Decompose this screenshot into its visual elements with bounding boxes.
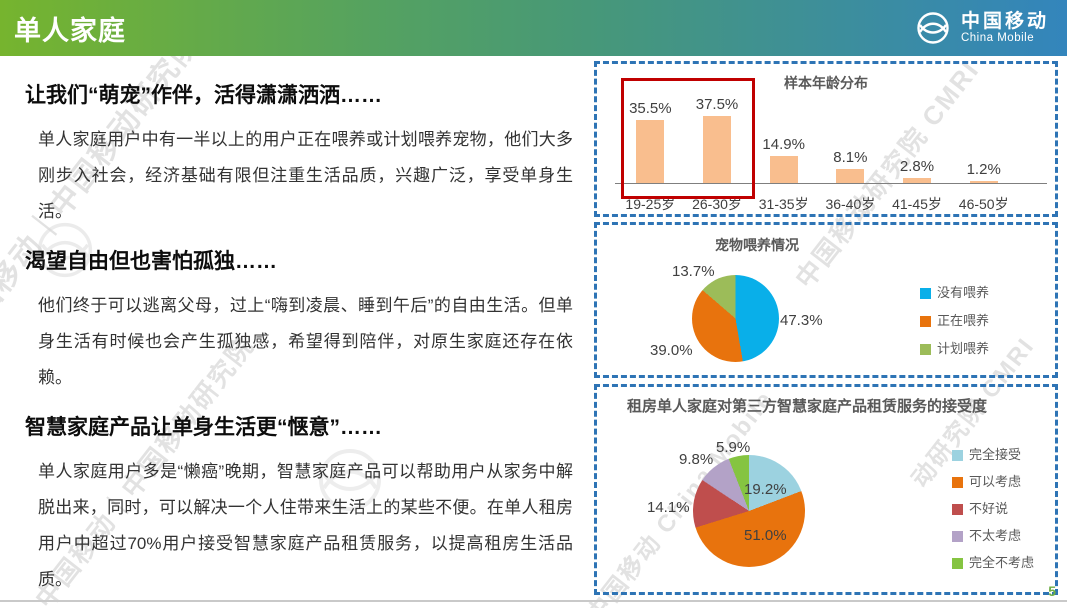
bar-value-label: 1.2% xyxy=(966,161,1001,178)
bar-chart-bars: 35.5% 37.5% 14.9% 8.1% 2.8% 1.2% xyxy=(617,64,1017,183)
bar-value-label: 2.8% xyxy=(899,158,935,175)
rental-acceptance-chart-panel: 租房单人家庭对第三方智慧家庭产品租赁服务的接受度 完全接受可以考虑不好说不太考虑… xyxy=(594,384,1058,595)
bar-value-label: 37.5% xyxy=(695,96,739,113)
page-title: 单人家庭 xyxy=(14,15,126,46)
rental-acceptance-pie xyxy=(693,455,805,567)
legend-swatch xyxy=(952,449,963,461)
left-text-column: 让我们“萌宠”作伴，活得潇潇洒洒…… 单人家庭用户中有一半以上的用户正在喂养或计… xyxy=(25,82,573,608)
legend-label: 不太考虑 xyxy=(969,528,1022,543)
legend-swatch xyxy=(920,343,931,355)
section-heading-freedom: 渴望自由但也害怕孤独…… xyxy=(25,250,277,273)
header-bar: 单人家庭 中国移动 China Mobile xyxy=(0,0,1067,56)
pie-value-label: 19.2% xyxy=(744,481,787,498)
bar-chart-x-axis xyxy=(615,183,1047,184)
bar xyxy=(769,156,798,183)
pie-value-label: 5.9% xyxy=(716,439,751,456)
bar xyxy=(903,178,932,183)
legend-item: 不太考虑 xyxy=(952,529,1034,543)
china-mobile-swirl-icon xyxy=(917,12,949,44)
age-distribution-chart-panel: 样本年龄分布 35.5% 37.5% 14.9% 8.1% 2.8% 1.2% 19-25… xyxy=(594,61,1058,217)
logo-text-en: China Mobile xyxy=(960,31,1035,44)
bar-category-label: 26-30岁 xyxy=(692,196,742,212)
bar xyxy=(636,120,665,183)
bar-category-label: 31-35岁 xyxy=(758,196,809,212)
logo-text: 中国移动 China Mobile xyxy=(961,12,1049,44)
pie-value-label: 9.8% xyxy=(679,451,714,468)
legend-swatch xyxy=(920,315,931,327)
bar-column: 1.2% xyxy=(950,64,1017,183)
legend-label: 可以考虑 xyxy=(969,474,1022,489)
pie-value-label: 47.3% xyxy=(780,312,823,329)
legend-swatch xyxy=(952,530,963,542)
bar-category-label: 41-45岁 xyxy=(892,196,942,212)
highlight-rectangle xyxy=(621,78,755,199)
legend-swatch xyxy=(952,557,963,569)
pie2-legend: 完全接受可以考虑不好说不太考虑完全不考虑 xyxy=(952,448,1034,583)
bar xyxy=(836,169,865,183)
bar-value-label: 14.9% xyxy=(762,136,805,153)
legend-label: 不好说 xyxy=(969,501,1009,516)
legend-label: 正在喂养 xyxy=(937,313,990,328)
section-heading-pets: 让我们“萌宠”作伴，活得潇潇洒洒…… xyxy=(25,84,382,107)
bar-column: 8.1% xyxy=(817,64,884,183)
pie1-legend: 没有喂养正在喂养计划喂养 xyxy=(920,286,989,370)
bar xyxy=(969,181,998,183)
pie-value-label: 51.0% xyxy=(744,527,787,544)
bar-chart-title: 样本年龄分布 xyxy=(784,75,868,91)
logo-text-cn: 中国移动 xyxy=(960,11,1049,32)
bar-column: 14.9% xyxy=(750,64,817,183)
legend-item: 完全接受 xyxy=(952,448,1034,462)
legend-swatch xyxy=(952,503,963,515)
legend-item: 计划喂养 xyxy=(920,342,989,356)
legend-item: 没有喂养 xyxy=(920,286,989,300)
pet-feeding-pie xyxy=(692,275,779,362)
bar-column: 35.5% xyxy=(617,64,684,183)
pie-value-label: 14.1% xyxy=(647,499,690,516)
bar-category-label: 46-50岁 xyxy=(958,196,1009,212)
legend-item: 正在喂养 xyxy=(920,314,989,328)
legend-label: 完全不考虑 xyxy=(969,555,1035,570)
section-body-pets: 单人家庭用户中有一半以上的用户正在喂养或计划喂养宠物，他们大多刚步入社会，经济基… xyxy=(38,130,573,221)
legend-item: 不好说 xyxy=(952,502,1034,516)
bar-category-label: 36-40岁 xyxy=(825,196,876,212)
pie1-title: 宠物喂养情况 xyxy=(715,237,799,253)
section-body-smart-home: 单人家庭用户多是“懒癌”晚期，智慧家庭产品可以帮助用户从家务中解脱出来，同时，可… xyxy=(38,462,573,589)
pie-value-label: 39.0% xyxy=(650,342,693,359)
page-number: 5 xyxy=(1048,583,1056,599)
footer-divider xyxy=(0,600,1067,602)
legend-item: 可以考虑 xyxy=(952,475,1034,489)
section-heading-smart-home: 智慧家庭产品让单身生活更“惬意”…… xyxy=(25,416,382,439)
legend-item: 完全不考虑 xyxy=(952,556,1034,570)
bar-chart-category-labels: 19-25岁 26-30岁 31-35岁 36-40岁 41-45岁 46-50岁 xyxy=(617,194,1017,214)
legend-swatch xyxy=(952,476,963,488)
bar-value-label: 8.1% xyxy=(833,149,868,166)
bar-value-label: 35.5% xyxy=(629,100,672,117)
bar xyxy=(703,116,731,183)
pie-value-label: 13.7% xyxy=(672,263,715,280)
pie2-title: 租房单人家庭对第三方智慧家庭产品租赁服务的接受度 xyxy=(627,398,988,415)
legend-swatch xyxy=(920,287,931,299)
bar-category-label: 19-25岁 xyxy=(625,196,676,212)
legend-label: 完全接受 xyxy=(969,447,1022,462)
bar-column: 37.5% xyxy=(684,64,751,183)
pet-feeding-chart-panel: 宠物喂养情况 没有喂养正在喂养计划喂养 47.3% 39.0% 13.7% xyxy=(594,222,1058,378)
section-body-freedom: 他们终于可以逃离父母，过上“嗨到凌晨、睡到午后”的自由生活。但单身生活有时候也会… xyxy=(38,296,573,387)
legend-label: 计划喂养 xyxy=(937,341,990,356)
bar-column: 2.8% xyxy=(884,64,951,183)
legend-label: 没有喂养 xyxy=(937,285,990,300)
china-mobile-logo: 中国移动 China Mobile xyxy=(913,8,1049,48)
